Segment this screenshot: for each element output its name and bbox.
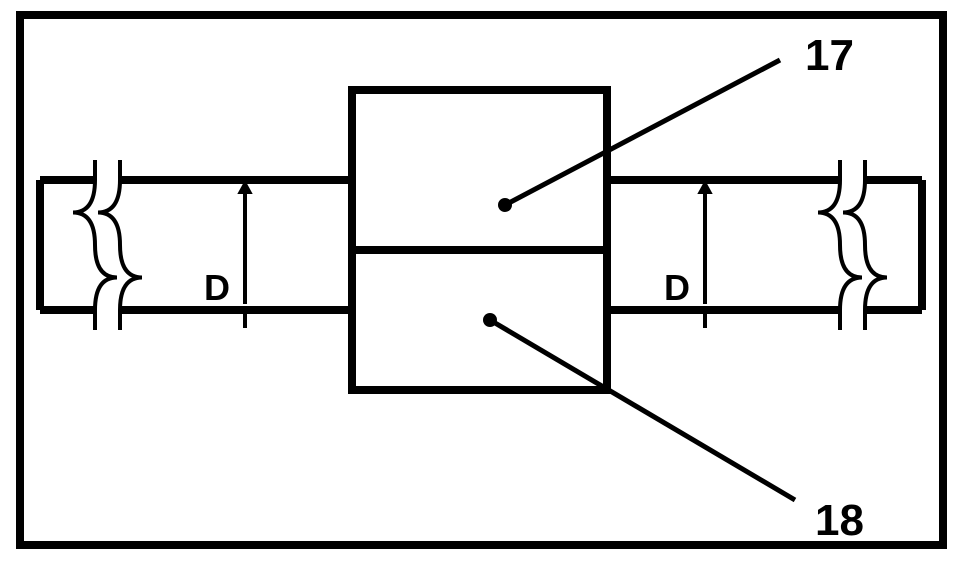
callout-18: 18 (483, 313, 864, 545)
shaft-right (607, 180, 922, 310)
dimension-d-right: D (664, 180, 713, 328)
break-right (818, 160, 887, 330)
dimension-d-left: D (204, 180, 253, 328)
break-left (73, 160, 142, 330)
frame-rect (20, 15, 943, 545)
callout-18-label: 18 (815, 496, 864, 545)
mechanical-diagram: D D 17 18 (0, 0, 961, 563)
callout-17: 17 (498, 31, 854, 212)
center-block (352, 90, 607, 390)
dimension-d-right-label: D (664, 267, 690, 308)
end-caps (40, 180, 922, 310)
shaft-left (40, 180, 352, 310)
dimension-d-left-label: D (204, 267, 230, 308)
callout-17-label: 17 (805, 31, 854, 80)
